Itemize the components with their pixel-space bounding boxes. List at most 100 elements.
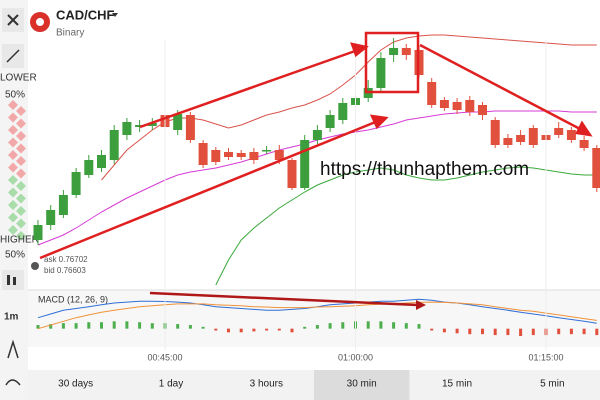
time-tab[interactable]: 30 min — [347, 379, 377, 390]
time-tab[interactable]: 5 min — [540, 379, 564, 390]
macd-histogram-bar — [506, 328, 510, 336]
lower-label: LOWER — [0, 73, 37, 84]
macd-histogram-bar — [252, 328, 256, 332]
macd-histogram-bar — [49, 324, 53, 329]
macd-histogram-bar — [557, 328, 561, 335]
sentiment-diamond — [16, 156, 26, 166]
candle-body — [566, 130, 576, 140]
candle-body — [262, 150, 272, 152]
candle-body — [465, 100, 475, 112]
candle-body — [516, 135, 526, 142]
asset-title[interactable]: CAD/CHF — [56, 7, 115, 22]
sentiment-diamond — [16, 168, 26, 179]
sentiment-diamond — [16, 143, 26, 154]
macd-histogram-bar — [595, 328, 599, 336]
macd-histogram-bar — [404, 323, 408, 329]
sentiment-diamond — [8, 187, 18, 198]
sentiment-diamond — [16, 106, 26, 116]
x-tick-label: 00:45:00 — [147, 352, 182, 362]
macd-histogram-bar — [303, 326, 307, 329]
macd-histogram-bar — [265, 328, 269, 331]
asset-dropdown[interactable] — [112, 13, 118, 17]
sentiment-diamond — [8, 200, 18, 210]
macd-histogram-bar — [379, 321, 383, 329]
candle-body — [122, 122, 132, 135]
annotations — [39, 31, 593, 310]
ask-price: ask 0.76702 — [44, 255, 88, 264]
time-tab[interactable]: 3 hours — [250, 379, 283, 390]
collapse-button[interactable] — [2, 44, 24, 68]
sentiment-diamond — [16, 193, 26, 204]
macd-label: MACD (12, 26, 9) — [38, 294, 108, 304]
chart-type-button[interactable] — [2, 270, 24, 290]
macd-histogram-bar — [74, 323, 78, 329]
time-tab[interactable]: 15 min — [442, 379, 472, 390]
candle-body — [427, 82, 437, 105]
indicators-button[interactable] — [7, 339, 19, 359]
candle-body — [478, 105, 487, 115]
candle-body — [211, 150, 221, 162]
candle-body — [109, 130, 119, 160]
candle-body — [147, 123, 157, 126]
candle-body — [198, 143, 208, 165]
higher-percent: 50% — [5, 250, 25, 261]
candle-body — [274, 150, 284, 160]
candle-body — [592, 148, 600, 188]
sentiment-diamond — [8, 225, 18, 235]
macd-histogram-bar — [442, 328, 446, 333]
sentiment-diamond — [16, 231, 26, 241]
macd-histogram-bar — [531, 328, 535, 336]
macd-histogram-bar — [125, 321, 129, 329]
currency-flag-center — [36, 18, 44, 26]
macd-histogram-bar — [100, 322, 103, 329]
time-tab[interactable]: 1 day — [159, 379, 183, 390]
sentiment-diamond — [16, 206, 26, 216]
bid-price: bid 0.76603 — [44, 266, 86, 275]
candle-body — [84, 160, 94, 175]
candle-body — [249, 152, 259, 160]
band-line — [101, 34, 597, 181]
candle-body — [376, 58, 386, 88]
sentiment-diamond — [16, 181, 26, 191]
sentiment-diamond — [8, 150, 18, 160]
sentiment-diamond — [8, 212, 18, 223]
candle-body — [503, 138, 513, 145]
macd-histogram-bar — [315, 325, 319, 329]
candle-body — [401, 48, 411, 55]
candle-body — [236, 153, 246, 157]
macd-histogram-bar — [214, 328, 218, 331]
close-button[interactable] — [2, 8, 24, 32]
macd-histogram-bar — [36, 325, 40, 329]
macd-histogram-bar — [417, 324, 421, 329]
sentiment-diamond — [8, 112, 18, 123]
macd-histogram-bar — [239, 328, 243, 333]
macd-histogram-bar — [468, 328, 472, 335]
band-line — [215, 166, 597, 286]
candle-body — [338, 103, 348, 120]
candle-body — [312, 130, 322, 140]
candle-body — [325, 115, 335, 128]
sentiment-diamond — [8, 137, 18, 148]
x-tick-label: 01:00:00 — [338, 352, 373, 362]
price-chart — [33, 34, 600, 286]
macd-signal-line — [37, 301, 597, 330]
candle-body — [300, 140, 310, 188]
macd-histogram-bar — [328, 323, 332, 329]
drawing-button[interactable] — [5, 379, 21, 386]
sentiment-diamond — [16, 131, 26, 141]
candle-body — [97, 155, 106, 168]
macd-histogram-bar — [87, 322, 91, 329]
sentiment-diamond — [8, 100, 18, 110]
sentiment-diamond — [8, 162, 18, 173]
interval-button[interactable]: 1m — [4, 312, 19, 323]
macd-histogram-bar — [430, 328, 434, 331]
candle-body — [554, 128, 564, 135]
sentiment-diamond — [8, 175, 18, 185]
candle-body — [528, 128, 538, 145]
macd-histogram-bar — [277, 328, 281, 331]
candle-body — [389, 48, 399, 55]
sentiment-diamond — [16, 118, 26, 129]
candle-body — [135, 125, 145, 127]
time-tab[interactable]: 30 days — [58, 379, 93, 390]
macd-histogram-bar — [569, 328, 573, 335]
